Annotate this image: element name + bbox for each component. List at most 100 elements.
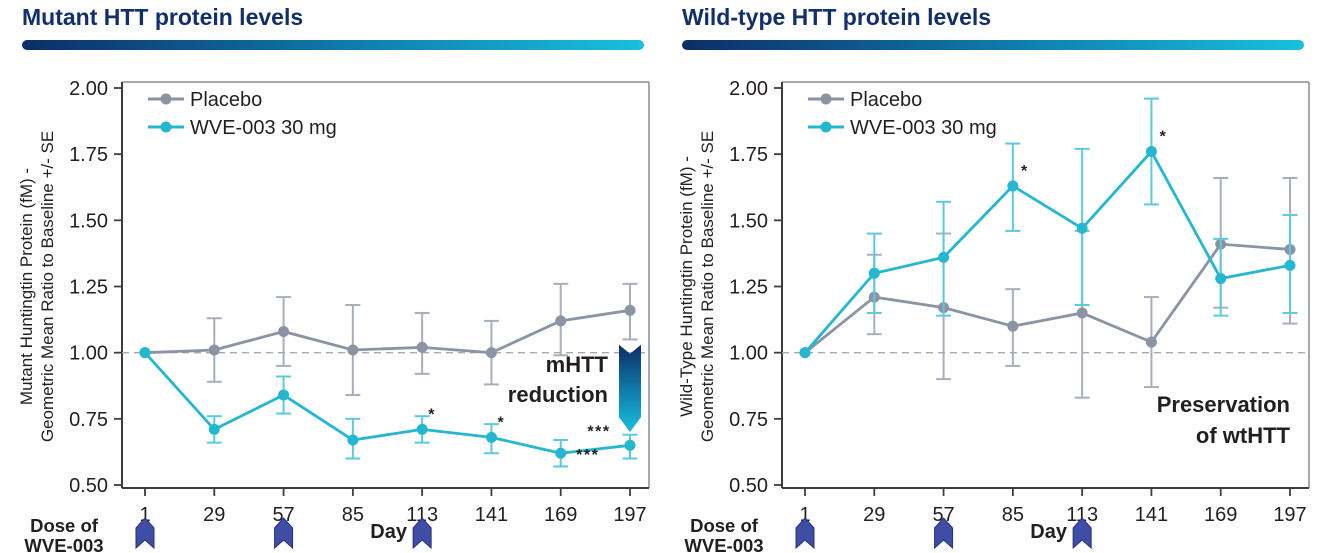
dose-marker-ribbon bbox=[135, 517, 155, 550]
data-point bbox=[139, 347, 151, 359]
mutant-htt-panel: Mutant HTT protein levels 0.50 0.75 1.00 1.… bbox=[17, 4, 650, 553]
x-tick-label: 29 bbox=[863, 504, 885, 526]
y-tick-label: 1.00 bbox=[69, 343, 108, 365]
annotation-text: reduction bbox=[508, 382, 608, 407]
y-tick-label: 1.75 bbox=[729, 144, 768, 166]
legend-dot bbox=[160, 93, 172, 105]
dose-marker-ribbon bbox=[274, 517, 294, 550]
series-wve003 bbox=[799, 97, 1298, 359]
series-line bbox=[143, 351, 631, 455]
data-point bbox=[278, 325, 290, 337]
x-tick-label: 113 bbox=[1066, 504, 1098, 526]
data-point bbox=[208, 423, 220, 435]
dose-label-line2: WVE-003 bbox=[24, 535, 103, 553]
series-line bbox=[144, 308, 631, 355]
significance-marker: * bbox=[498, 414, 506, 431]
legend-dot bbox=[820, 93, 832, 105]
y-tick-label: 1.25 bbox=[729, 277, 768, 299]
dose-marker-ribbon bbox=[1072, 517, 1092, 550]
significance-marker: * bbox=[1160, 129, 1168, 146]
data-point bbox=[416, 423, 428, 435]
y-axis-title-line1: Mutant Huntingtin Protein (fM) - bbox=[17, 168, 36, 405]
data-point bbox=[1145, 336, 1157, 348]
dose-label-line1: Dose of bbox=[690, 515, 759, 536]
x-axis-title: Day bbox=[370, 521, 408, 543]
significance-marker: * bbox=[1021, 163, 1029, 180]
data-point bbox=[1007, 180, 1019, 192]
dose-marker-ribbon bbox=[412, 517, 432, 550]
x-tick-label: 169 bbox=[1204, 504, 1237, 526]
data-point bbox=[1145, 146, 1157, 158]
title-underline-gradient bbox=[22, 40, 644, 50]
y-axis-title-line1: Wild-Type Huntingtin Protein (fM) - bbox=[677, 156, 696, 417]
data-point bbox=[799, 347, 811, 359]
y-tick-label: 2.00 bbox=[69, 78, 108, 100]
x-tick-label: 169 bbox=[544, 504, 577, 526]
data-point bbox=[485, 347, 497, 359]
dose-label-line1: Dose of bbox=[30, 515, 99, 536]
data-point bbox=[208, 344, 220, 356]
y-tick-label: 1.25 bbox=[69, 277, 108, 299]
x-tick-label: 85 bbox=[1002, 504, 1024, 526]
y-tick-label: 0.75 bbox=[69, 409, 108, 431]
wildtype-htt-panel: Wild-type HTT protein levels 0.50 0.75 1.0… bbox=[660, 0, 1320, 553]
y-tick-label: 1.50 bbox=[729, 210, 768, 232]
x-tick-label: 57 bbox=[932, 504, 954, 526]
data-point bbox=[347, 344, 359, 356]
data-point bbox=[624, 304, 636, 316]
significance-marker: *** bbox=[576, 447, 599, 464]
legend-dot bbox=[820, 121, 832, 133]
y-tick-label: 0.50 bbox=[69, 475, 108, 497]
y-axis-title-line2: Geometric Mean Ratio to Baseline +/- SE bbox=[698, 131, 717, 442]
wildtype-htt-chart: 0.50 0.75 1.00 1.25 1.50 1.75 2.00 1 29 57 85 113 14… bbox=[677, 78, 1310, 553]
mutant-htt-chart: 0.50 0.75 1.00 1.25 1.50 1.75 2.00 1 29 57 85 113 14… bbox=[17, 78, 650, 553]
dose-label-line2: WVE-003 bbox=[684, 535, 763, 553]
legend-label: WVE-003 30 mg bbox=[850, 117, 997, 139]
dose-marker-ribbon bbox=[934, 517, 954, 550]
annotation-text: of wtHTT bbox=[1196, 423, 1291, 448]
data-point bbox=[1076, 222, 1088, 234]
legend-dot bbox=[160, 121, 172, 133]
y-tick-label: 1.00 bbox=[729, 343, 768, 365]
data-point bbox=[347, 434, 359, 446]
x-tick-label: 57 bbox=[272, 504, 294, 526]
title-underline-gradient bbox=[682, 40, 1304, 50]
y-tick-label: 2.00 bbox=[729, 78, 768, 100]
x-axis-title: Day bbox=[1030, 521, 1068, 543]
panel-title-mutant: Mutant HTT protein levels bbox=[22, 4, 304, 30]
y-tick-label: 1.75 bbox=[69, 144, 108, 166]
data-point bbox=[1284, 259, 1296, 271]
data-point bbox=[624, 439, 636, 451]
x-tick-label: 197 bbox=[613, 504, 646, 526]
y-axis-title-line2: Geometric Mean Ratio to Baseline +/- SE bbox=[38, 131, 57, 442]
data-point bbox=[416, 341, 428, 353]
x-tick-label: 141 bbox=[475, 504, 508, 526]
legend-label: Placebo bbox=[190, 89, 262, 111]
series-wve003 bbox=[139, 347, 638, 468]
annotation-text: Preservation bbox=[1157, 392, 1290, 417]
x-tick-label: 85 bbox=[342, 504, 364, 526]
data-point bbox=[555, 315, 567, 327]
data-point bbox=[868, 267, 880, 279]
x-tick-label: 1 bbox=[139, 504, 150, 526]
x-tick-label: 197 bbox=[1273, 504, 1306, 526]
legend-label: Placebo bbox=[850, 89, 922, 111]
y-tick-label: 0.50 bbox=[729, 475, 768, 497]
x-tick-label: 1 bbox=[799, 504, 810, 526]
y-tick-label: 0.75 bbox=[729, 409, 768, 431]
data-point bbox=[1076, 307, 1088, 319]
data-point bbox=[1007, 320, 1019, 332]
data-point bbox=[938, 251, 950, 263]
series-line bbox=[803, 149, 1291, 354]
significance-marker: *** bbox=[587, 423, 610, 440]
data-point bbox=[278, 389, 290, 401]
reduction-arrow bbox=[619, 344, 641, 433]
y-tick-label: 1.50 bbox=[69, 210, 108, 232]
x-tick-label: 29 bbox=[203, 504, 225, 526]
dose-marker-ribbon bbox=[795, 517, 815, 550]
significance-marker: * bbox=[428, 406, 436, 423]
x-tick-label: 141 bbox=[1135, 504, 1168, 526]
legend-label: WVE-003 30 mg bbox=[190, 117, 337, 139]
panel-title-wildtype: Wild-type HTT protein levels bbox=[682, 4, 992, 30]
